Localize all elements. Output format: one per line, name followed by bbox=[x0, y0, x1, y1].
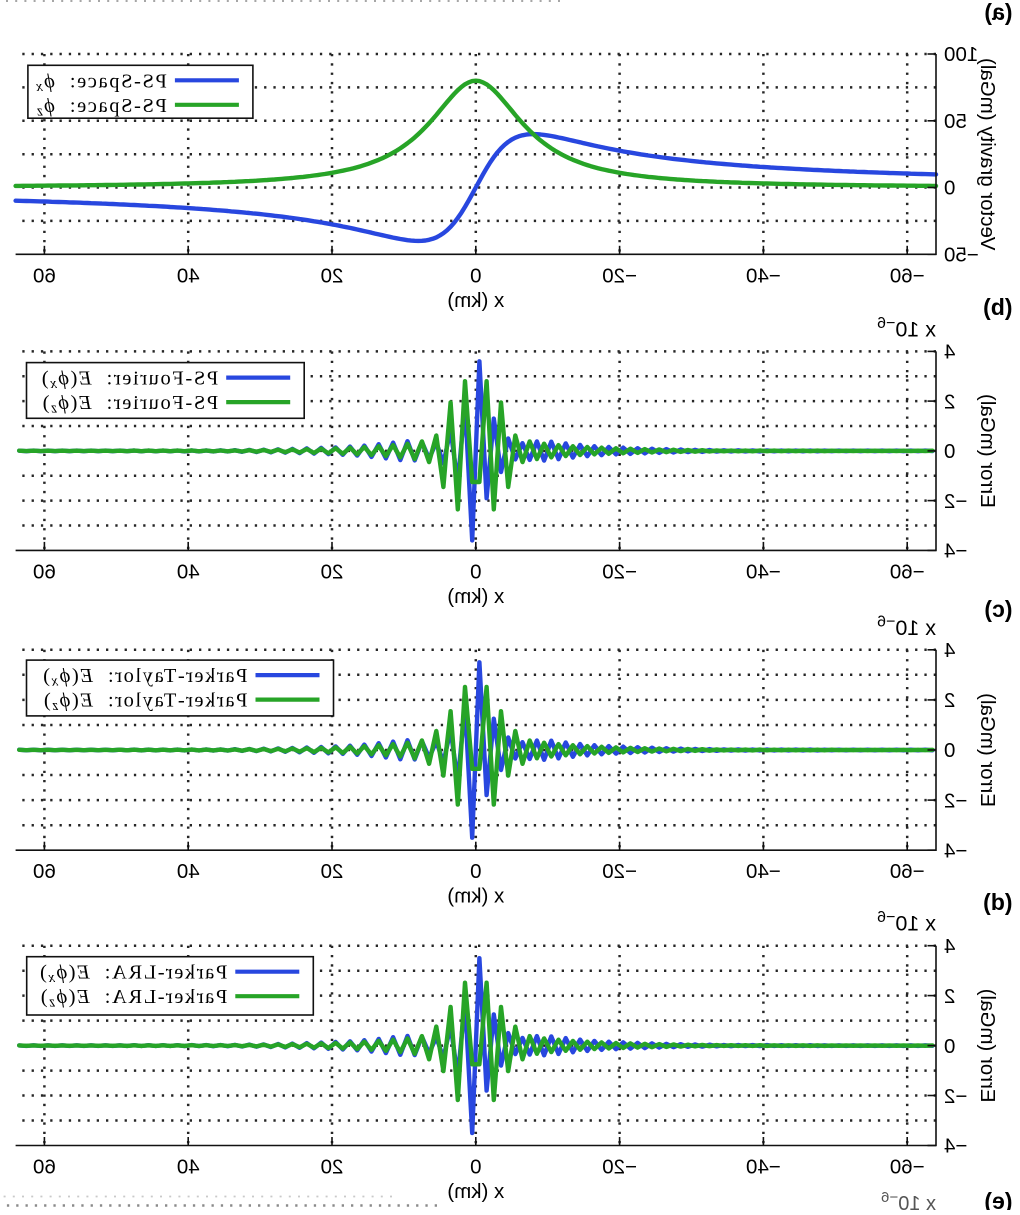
svg-text:60: 60 bbox=[33, 1156, 56, 1179]
svg-text:−4: −4 bbox=[944, 839, 967, 862]
svg-text:2: 2 bbox=[944, 689, 955, 712]
svg-text:Error (mGal): Error (mGal) bbox=[976, 693, 999, 807]
svg-text:40: 40 bbox=[177, 860, 200, 883]
svg-text:−20: −20 bbox=[602, 560, 637, 583]
svg-text:0: 0 bbox=[944, 1035, 955, 1058]
svg-text:Parker-Taylor: E(ϕx​): Parker-Taylor: E(ϕx​) bbox=[42, 665, 248, 690]
svg-text:x (km): x (km) bbox=[447, 289, 504, 312]
svg-text:20: 20 bbox=[321, 264, 344, 287]
svg-text:Error (mGal): Error (mGal) bbox=[976, 989, 999, 1103]
svg-text:50: 50 bbox=[944, 110, 967, 133]
svg-text:−4: −4 bbox=[944, 1135, 967, 1158]
svg-text:60: 60 bbox=[33, 560, 56, 583]
svg-text:−4: −4 bbox=[944, 540, 967, 563]
svg-text:x (km): x (km) bbox=[447, 1180, 504, 1203]
svg-text:20: 20 bbox=[321, 1156, 344, 1179]
svg-text:PS-Fourier: E(ϕz​): PS-Fourier: E(ϕz​) bbox=[41, 392, 218, 417]
svg-text:0: 0 bbox=[470, 860, 481, 883]
svg-text:PS-Fourier: E(ϕx​): PS-Fourier: E(ϕx​) bbox=[40, 368, 218, 393]
svg-text:0: 0 bbox=[470, 264, 481, 287]
svg-text:Parker-Taylor: E(ϕz​): Parker-Taylor: E(ϕz​) bbox=[42, 690, 247, 715]
svg-text:(c): (c) bbox=[984, 596, 1012, 622]
svg-text:x 10−6: x 10−6 bbox=[877, 613, 936, 640]
svg-text:40: 40 bbox=[177, 264, 200, 287]
svg-text:20: 20 bbox=[321, 860, 344, 883]
svg-text:−20: −20 bbox=[602, 1156, 637, 1179]
svg-text:0: 0 bbox=[470, 560, 481, 583]
svg-text:−40: −40 bbox=[746, 860, 781, 883]
svg-text:−2: −2 bbox=[944, 789, 967, 812]
svg-text:2: 2 bbox=[944, 390, 955, 413]
svg-text:0: 0 bbox=[944, 440, 955, 463]
svg-text:−60: −60 bbox=[890, 264, 925, 287]
svg-text:2: 2 bbox=[944, 985, 955, 1008]
svg-text:−20: −20 bbox=[602, 264, 637, 287]
svg-text:−60: −60 bbox=[890, 860, 925, 883]
svg-text:−60: −60 bbox=[890, 1156, 925, 1179]
svg-text:x (km): x (km) bbox=[447, 885, 504, 908]
svg-text:−2: −2 bbox=[944, 1085, 967, 1108]
svg-text:Parker-LRA: E(ϕx​): Parker-LRA: E(ϕx​) bbox=[38, 962, 227, 987]
svg-text:20: 20 bbox=[321, 560, 344, 583]
svg-text:(a): (a) bbox=[984, 0, 1012, 25]
svg-text:PS-Space: ϕz​: PS-Space: ϕz​ bbox=[35, 95, 167, 120]
svg-text:(d): (d) bbox=[983, 889, 1012, 915]
svg-text:−60: −60 bbox=[890, 560, 925, 583]
svg-text:40: 40 bbox=[177, 560, 200, 583]
svg-text:Error (mGal): Error (mGal) bbox=[976, 394, 999, 508]
svg-text:−2: −2 bbox=[944, 490, 967, 513]
svg-text:−40: −40 bbox=[746, 560, 781, 583]
svg-text:Parker-LRA: E(ϕz​): Parker-LRA: E(ϕz​) bbox=[39, 986, 227, 1011]
svg-text:60: 60 bbox=[33, 860, 56, 883]
svg-text:−20: −20 bbox=[602, 860, 637, 883]
svg-text:40: 40 bbox=[177, 1156, 200, 1179]
svg-text:(b): (b) bbox=[983, 294, 1012, 320]
svg-text:−40: −40 bbox=[746, 1156, 781, 1179]
svg-text:4: 4 bbox=[944, 341, 955, 364]
svg-text:x (km): x (km) bbox=[447, 585, 504, 608]
svg-text:100: 100 bbox=[944, 43, 978, 66]
svg-text:PS-Space: ϕx​: PS-Space: ϕx​ bbox=[35, 70, 167, 95]
svg-text:−50: −50 bbox=[944, 244, 979, 267]
svg-text:60: 60 bbox=[33, 264, 56, 287]
svg-text:0: 0 bbox=[470, 1156, 481, 1179]
svg-text:Vector gravity (mGal): Vector gravity (mGal) bbox=[976, 58, 999, 251]
svg-text:−40: −40 bbox=[746, 264, 781, 287]
svg-text:(e): (e) bbox=[984, 1188, 1012, 1210]
svg-text:4: 4 bbox=[944, 935, 955, 958]
svg-text:0: 0 bbox=[944, 177, 955, 200]
svg-text:0: 0 bbox=[944, 739, 955, 762]
svg-text:4: 4 bbox=[944, 639, 955, 662]
